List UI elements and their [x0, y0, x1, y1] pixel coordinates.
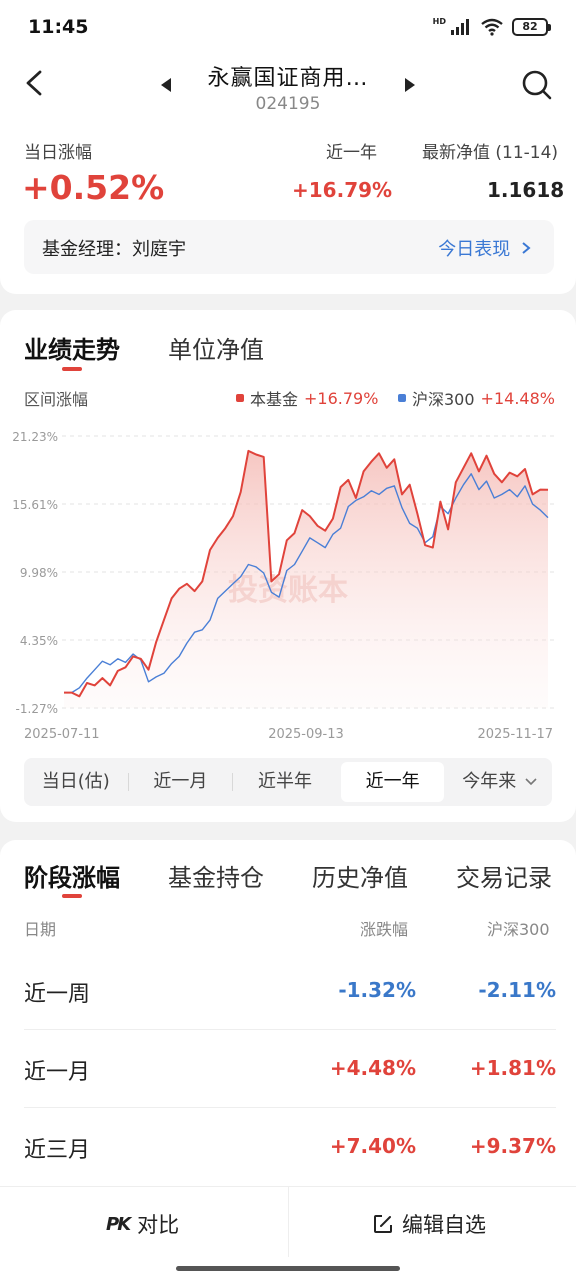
status-icons: HD 82	[432, 17, 551, 36]
table-row[interactable]: 近一周 -1.32% -2.11%	[24, 952, 556, 1030]
performance-chart[interactable]: 21.23% 15.61% 9.98% 4.35% -1.27% 2025-07-11 20…	[0, 420, 576, 750]
tab-history-nav[interactable]: 历史净值	[312, 864, 408, 892]
chevron-down-icon	[525, 778, 537, 786]
period-ytd[interactable]: 今年来	[448, 762, 552, 802]
legend-index-name: 沪深300	[412, 390, 475, 409]
search-icon[interactable]	[520, 68, 554, 102]
bottom-action-bar: PK 对比 编辑自选	[0, 1186, 576, 1280]
range-change-label: 区间涨幅	[24, 390, 89, 409]
table-row[interactable]: 近一月 +4.48% +1.81%	[24, 1030, 556, 1108]
period-divider	[127, 773, 129, 791]
edit-icon	[374, 1215, 392, 1233]
column-change: 涨跌幅	[360, 920, 409, 939]
row-change: +7.40%	[329, 1134, 416, 1158]
manager-row[interactable]: 基金经理：刘庭宇 今日表现	[24, 220, 554, 274]
series-area-fund	[64, 450, 548, 708]
column-date: 日期	[24, 920, 57, 939]
home-indicator	[176, 1266, 400, 1271]
tab-stage-change[interactable]: 阶段涨幅	[24, 864, 120, 892]
nav-value: 1.1618	[487, 178, 565, 202]
signal-icon	[451, 19, 469, 35]
period-selector: 当日(估) 近一月 近半年 近一年 今年来	[24, 758, 552, 806]
legend-fund-value: +16.79%	[304, 388, 379, 408]
summary-card: 当日涨幅 +0.52% 近一年 +16.79% 最新净值 (11-14) 1.1…	[0, 122, 576, 294]
y-tick-label: 21.23%	[12, 430, 58, 444]
row-period: 近一周	[24, 982, 91, 1007]
edit-watchlist-button[interactable]: 编辑自选	[372, 1209, 486, 1239]
tab-holdings[interactable]: 基金持仓	[168, 864, 264, 892]
year-change-label: 近一年	[326, 143, 377, 163]
row-index: -2.11%	[478, 978, 556, 1002]
manager-name: 基金经理：刘庭宇	[42, 239, 186, 260]
bottom-divider	[288, 1187, 289, 1257]
x-tick-label: 2025-11-17	[477, 727, 553, 742]
y-tick-label: 9.98%	[20, 566, 58, 580]
tab-unit-nav[interactable]: 单位净值	[168, 336, 264, 364]
status-time: 11:45	[28, 16, 89, 38]
pk-icon: PK	[106, 1213, 131, 1235]
chevron-right-icon	[522, 242, 531, 254]
tab-active-indicator	[62, 367, 82, 371]
row-index: +1.81%	[469, 1056, 556, 1080]
edit-watchlist-label: 编辑自选	[402, 1213, 486, 1237]
period-divider	[232, 773, 234, 791]
x-tick-label: 2025-09-13	[268, 727, 344, 742]
next-fund-icon[interactable]	[405, 78, 415, 92]
chart-card: 业绩走势 单位净值 区间涨幅 本基金 +16.79% 沪深300 +14.48%…	[0, 310, 576, 822]
back-icon[interactable]	[20, 68, 50, 98]
hd-label: HD	[432, 17, 446, 26]
legend-index-value: +14.48%	[480, 388, 555, 408]
row-change: +4.48%	[329, 1056, 416, 1080]
tab-transactions[interactable]: 交易记录	[456, 864, 552, 892]
fund-name: 永赢国证商用…	[207, 66, 369, 91]
legend-fund-swatch	[236, 394, 244, 402]
row-period: 近三月	[24, 1138, 91, 1163]
legend-index: 沪深300 +14.48%	[398, 386, 555, 410]
prev-fund-icon[interactable]	[161, 78, 171, 92]
year-change-value: +16.79%	[292, 178, 393, 202]
row-change: -1.32%	[338, 978, 416, 1002]
stage-card: 阶段涨幅 基金持仓 历史净值 交易记录 日期 涨跌幅 沪深300 近一周 -1.…	[0, 840, 576, 1200]
compare-label: 对比	[137, 1213, 180, 1237]
day-change-value: +0.52%	[22, 168, 165, 207]
period-ytd-label: 今年来	[462, 771, 517, 792]
table-row[interactable]: 近三月 +7.40% +9.37%	[24, 1108, 556, 1186]
fund-code: 024195	[255, 94, 321, 114]
battery-level: 82	[522, 20, 538, 33]
legend-index-swatch	[398, 394, 406, 402]
nav-label: 最新净值 (11-14)	[422, 143, 559, 163]
legend-fund-name: 本基金	[250, 390, 299, 409]
today-performance-label: 今日表现	[438, 239, 511, 260]
day-change-label: 当日涨幅	[24, 143, 92, 163]
row-index: +9.37%	[469, 1134, 556, 1158]
column-index: 沪深300	[487, 920, 550, 939]
period-1y[interactable]: 近一年	[340, 762, 445, 802]
y-tick-label: 15.61%	[12, 498, 58, 512]
series-line-index	[64, 473, 549, 694]
period-1m[interactable]: 近一月	[153, 771, 208, 792]
wifi-icon	[481, 18, 503, 36]
header: 永赢国证商用… 024195	[0, 58, 576, 122]
x-tick-label: 2025-07-11	[24, 727, 100, 742]
tab-performance[interactable]: 业绩走势	[24, 336, 120, 364]
y-tick-label: -1.27%	[16, 702, 58, 716]
today-performance-link[interactable]: 今日表现	[438, 235, 532, 261]
battery-indicator: 82	[512, 18, 551, 36]
period-6m[interactable]: 近半年	[257, 771, 312, 792]
series-line-fund	[64, 449, 549, 698]
tab-active-indicator	[62, 894, 82, 898]
legend-fund: 本基金 +16.79%	[236, 386, 378, 410]
period-today[interactable]: 当日(估)	[41, 771, 110, 792]
y-tick-label: 4.35%	[20, 634, 58, 648]
status-bar: 11:45 HD 82	[0, 0, 576, 58]
compare-button[interactable]: PK 对比	[106, 1209, 179, 1239]
row-period: 近一月	[24, 1060, 91, 1085]
